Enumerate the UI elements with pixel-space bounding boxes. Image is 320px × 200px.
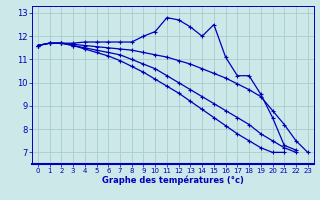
X-axis label: Graphe des températures (°c): Graphe des températures (°c) xyxy=(102,176,244,185)
